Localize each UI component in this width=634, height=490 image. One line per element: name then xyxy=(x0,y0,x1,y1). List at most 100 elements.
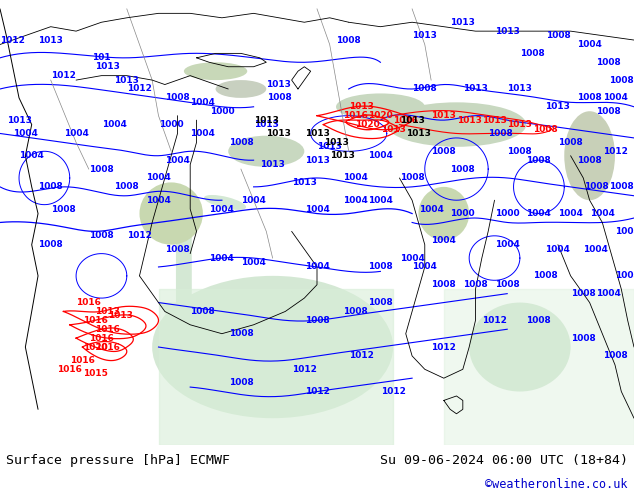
Text: 1008: 1008 xyxy=(507,147,533,156)
Text: 1016: 1016 xyxy=(82,316,108,325)
Text: 1004: 1004 xyxy=(342,196,368,205)
Text: 1008: 1008 xyxy=(336,36,361,45)
Text: 1004: 1004 xyxy=(602,94,628,102)
Text: 1004: 1004 xyxy=(431,236,456,245)
Text: 1012: 1012 xyxy=(304,387,330,396)
Text: 1008: 1008 xyxy=(228,138,254,147)
Ellipse shape xyxy=(418,187,469,240)
Text: 1013: 1013 xyxy=(482,116,507,124)
Text: 1012: 1012 xyxy=(292,365,317,374)
Text: 1012: 1012 xyxy=(431,343,456,351)
Ellipse shape xyxy=(469,302,571,392)
Text: 1013: 1013 xyxy=(266,80,292,89)
Text: 1012: 1012 xyxy=(0,36,25,45)
Text: 1013: 1013 xyxy=(292,178,317,187)
Text: 1013: 1013 xyxy=(304,129,330,138)
Text: 1008: 1008 xyxy=(602,351,628,361)
Text: 1013: 1013 xyxy=(495,26,520,36)
Text: 1008: 1008 xyxy=(571,334,596,343)
Text: 1004: 1004 xyxy=(399,253,425,263)
Ellipse shape xyxy=(387,102,526,147)
Text: 1004: 1004 xyxy=(190,129,216,138)
Text: 1008: 1008 xyxy=(38,240,63,249)
Text: 1008: 1008 xyxy=(165,94,190,102)
Text: 1008: 1008 xyxy=(431,280,456,289)
Text: 1016: 1016 xyxy=(342,111,368,120)
Ellipse shape xyxy=(139,182,203,245)
Text: 1015: 1015 xyxy=(82,369,108,378)
Text: 1004: 1004 xyxy=(209,205,235,214)
Text: 1020: 1020 xyxy=(82,343,108,351)
Text: 1004: 1004 xyxy=(190,98,216,107)
Text: 1012: 1012 xyxy=(51,71,76,80)
Text: 1008: 1008 xyxy=(266,94,292,102)
Text: 1008: 1008 xyxy=(596,58,621,67)
Text: 1008: 1008 xyxy=(558,138,583,147)
Ellipse shape xyxy=(152,276,393,418)
Text: 1008: 1008 xyxy=(342,307,368,316)
Text: 1008: 1008 xyxy=(571,289,596,298)
Text: 1008: 1008 xyxy=(165,245,190,254)
Text: 1008: 1008 xyxy=(114,182,139,192)
Text: 1012: 1012 xyxy=(127,84,152,94)
Text: 1008: 1008 xyxy=(533,271,558,280)
Text: 1008: 1008 xyxy=(89,165,114,173)
Text: 1013: 1013 xyxy=(304,156,330,165)
Text: 1013: 1013 xyxy=(114,75,139,85)
Text: 1008: 1008 xyxy=(596,107,621,116)
Text: 1012: 1012 xyxy=(349,351,374,361)
Text: 1008: 1008 xyxy=(526,156,552,165)
Text: 1013: 1013 xyxy=(323,138,349,147)
Text: 1004: 1004 xyxy=(146,173,171,182)
Text: 1013: 1013 xyxy=(260,160,285,169)
Text: 1013: 1013 xyxy=(254,116,279,124)
Text: 1004: 1004 xyxy=(590,209,615,218)
Text: 1008: 1008 xyxy=(368,263,393,271)
Text: 1013: 1013 xyxy=(463,84,488,94)
Text: 1008: 1008 xyxy=(450,165,476,173)
Text: 1013: 1013 xyxy=(431,111,456,120)
Text: 1004: 1004 xyxy=(577,40,602,49)
Text: 1008: 1008 xyxy=(495,280,520,289)
Text: Su 09-06-2024 06:00 UTC (18+84): Su 09-06-2024 06:00 UTC (18+84) xyxy=(380,454,628,467)
Text: 1004: 1004 xyxy=(101,120,127,129)
Text: 1013: 1013 xyxy=(412,31,437,40)
Text: 1008: 1008 xyxy=(89,231,114,240)
Polygon shape xyxy=(444,289,634,445)
Text: 1008: 1008 xyxy=(520,49,545,58)
Text: 1008: 1008 xyxy=(304,316,330,325)
Text: 1004: 1004 xyxy=(165,156,190,165)
Text: 1004: 1004 xyxy=(583,245,609,254)
Text: 1012: 1012 xyxy=(602,147,628,156)
Text: 1008: 1008 xyxy=(488,129,514,138)
Ellipse shape xyxy=(336,94,425,120)
Text: 1016: 1016 xyxy=(393,116,418,124)
Text: 1000: 1000 xyxy=(495,209,519,218)
Text: 1013: 1013 xyxy=(6,116,32,124)
Text: 101: 101 xyxy=(92,53,111,62)
Text: 1013: 1013 xyxy=(545,102,571,111)
Text: 1004: 1004 xyxy=(304,263,330,271)
Text: 1008: 1008 xyxy=(399,173,425,182)
Ellipse shape xyxy=(204,195,246,210)
Text: 1008: 1008 xyxy=(190,307,216,316)
Text: 1000: 1000 xyxy=(451,209,475,218)
Text: 1008: 1008 xyxy=(526,316,552,325)
Text: 1016: 1016 xyxy=(57,365,82,374)
Ellipse shape xyxy=(184,62,247,80)
Text: 1004: 1004 xyxy=(495,240,520,249)
Text: 1013: 1013 xyxy=(330,151,355,160)
Text: 1016: 1016 xyxy=(89,334,114,343)
Text: 1008: 1008 xyxy=(228,329,254,338)
Text: 1004: 1004 xyxy=(146,196,171,205)
Text: 1004: 1004 xyxy=(526,209,552,218)
Text: 1013: 1013 xyxy=(254,120,279,129)
Text: 1008: 1008 xyxy=(583,182,609,192)
Text: 1013: 1013 xyxy=(406,129,431,138)
Text: 1008: 1008 xyxy=(368,298,393,307)
Text: 1004: 1004 xyxy=(19,151,44,160)
Text: 1013: 1013 xyxy=(95,307,120,316)
Text: 1004: 1004 xyxy=(304,205,330,214)
Text: 1004: 1004 xyxy=(368,196,393,205)
Text: 1013: 1013 xyxy=(380,124,406,134)
